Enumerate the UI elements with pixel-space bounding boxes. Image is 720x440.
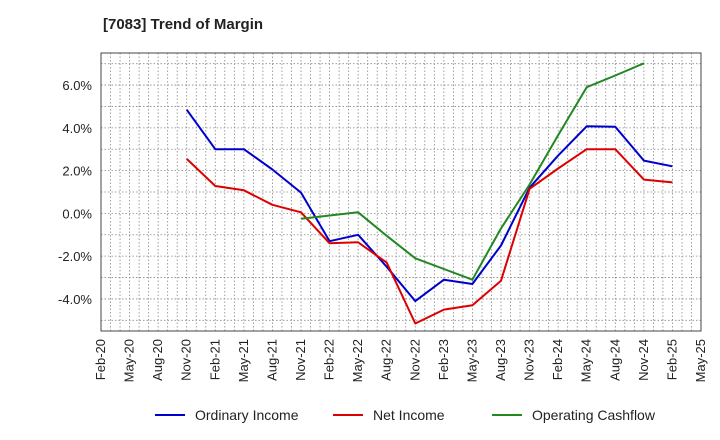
- x-tick-label: Feb-23: [436, 339, 451, 380]
- y-tick-label: -2.0%: [58, 249, 92, 264]
- x-tick-label: Feb-24: [550, 339, 565, 380]
- x-tick-label: Nov-21: [293, 339, 308, 381]
- x-tick-label: Feb-20: [93, 339, 108, 380]
- x-tick-label: May-23: [464, 339, 479, 382]
- x-tick-label: Aug-23: [493, 339, 508, 381]
- x-tick-label: Aug-22: [379, 339, 394, 381]
- x-tick-label: Feb-22: [322, 339, 337, 380]
- legend-label-ordinary-income: Ordinary Income: [195, 407, 299, 423]
- x-tick-label: Aug-20: [150, 339, 165, 381]
- series-line-operating-cashflow: [300, 62, 645, 281]
- x-tick-label: Nov-24: [636, 339, 651, 381]
- y-tick-label: 6.0%: [62, 78, 92, 93]
- x-tick-label: Aug-21: [264, 339, 279, 381]
- x-tick-label: May-21: [236, 339, 251, 382]
- x-tick-label: Feb-25: [664, 339, 679, 380]
- x-tick-label: May-22: [350, 339, 365, 382]
- series-line-ordinary-income: [185, 109, 673, 303]
- y-tick-label: 2.0%: [62, 164, 92, 179]
- series-line-net-income: [186, 148, 673, 325]
- x-tick-label: May-24: [579, 339, 594, 382]
- legend-label-net-income: Net Income: [373, 407, 445, 423]
- x-tick-label: Nov-20: [179, 339, 194, 381]
- chart-title: [7083] Trend of Margin: [103, 16, 264, 33]
- plot-frame: [100, 52, 702, 332]
- x-tick-label: May-25: [693, 339, 708, 382]
- x-tick-label: May-20: [122, 339, 137, 382]
- x-tick-label: Aug-24: [607, 339, 622, 381]
- y-tick-label: 4.0%: [62, 121, 92, 136]
- y-tick-label: -4.0%: [58, 292, 92, 307]
- legend-label-operating-cashflow: Operating Cashflow: [532, 407, 656, 423]
- x-tick-label: Nov-23: [522, 339, 537, 381]
- x-tick-label: Nov-22: [407, 339, 422, 381]
- x-tick-label: Feb-21: [207, 339, 222, 380]
- y-tick-label: 0.0%: [62, 206, 92, 221]
